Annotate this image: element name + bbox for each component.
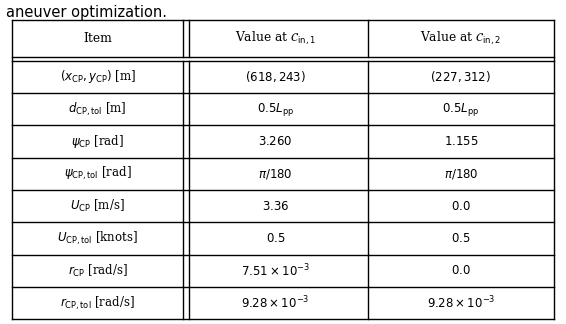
Text: $d_{\mathrm{CP,tol}}$ [m]: $d_{\mathrm{CP,tol}}$ [m] [68,100,127,118]
Text: aneuver optimization.: aneuver optimization. [6,5,166,20]
Text: Value at $\mathcal{C}_{\mathrm{in},1}$: Value at $\mathcal{C}_{\mathrm{in},1}$ [235,30,316,48]
Text: $9.28 \times 10^{-3}$: $9.28 \times 10^{-3}$ [427,295,495,311]
Text: $\psi_{\mathrm{CP,tol}}$ [rad]: $\psi_{\mathrm{CP,tol}}$ [rad] [64,165,131,182]
Text: $3.260$: $3.260$ [259,135,293,148]
Text: $0.5L_{\mathrm{pp}}$: $0.5L_{\mathrm{pp}}$ [442,101,479,118]
Text: $U_{\mathrm{CP,tol}}$ [knots]: $U_{\mathrm{CP,tol}}$ [knots] [57,230,138,247]
Text: $0.0$: $0.0$ [451,200,471,213]
Text: $\pi/180$: $\pi/180$ [258,167,293,181]
Text: $\pi/180$: $\pi/180$ [444,167,478,181]
Text: $r_{\mathrm{CP,tol}}$ [rad/s]: $r_{\mathrm{CP,tol}}$ [rad/s] [61,294,135,312]
Text: $9.28 \times 10^{-3}$: $9.28 \times 10^{-3}$ [241,295,310,311]
Text: $3.36$: $3.36$ [262,200,289,213]
Text: Value at $\mathcal{C}_{\mathrm{in},2}$: Value at $\mathcal{C}_{\mathrm{in},2}$ [421,30,501,48]
Text: Item: Item [83,32,112,45]
Text: $1.155$: $1.155$ [444,135,478,148]
Text: $0.5$: $0.5$ [451,232,471,245]
Text: $(x_{\mathrm{CP}},y_{\mathrm{CP}})$ [m]: $(x_{\mathrm{CP}},y_{\mathrm{CP}})$ [m] [59,68,136,85]
Text: $7.51 \times 10^{-3}$: $7.51 \times 10^{-3}$ [241,262,310,279]
Text: $0.5$: $0.5$ [266,232,285,245]
Text: $0.5L_{\mathrm{pp}}$: $0.5L_{\mathrm{pp}}$ [257,101,294,118]
Text: $(618,243)$: $(618,243)$ [245,69,306,84]
Text: $\psi_{\mathrm{CP}}$ [rad]: $\psi_{\mathrm{CP}}$ [rad] [71,133,124,150]
Text: $r_{\mathrm{CP}}$ [rad/s]: $r_{\mathrm{CP}}$ [rad/s] [68,263,128,279]
Text: $0.0$: $0.0$ [451,264,471,277]
Text: $U_{\mathrm{CP}}$ [m/s]: $U_{\mathrm{CP}}$ [m/s] [70,198,125,214]
Text: $(227,312)$: $(227,312)$ [430,69,491,84]
